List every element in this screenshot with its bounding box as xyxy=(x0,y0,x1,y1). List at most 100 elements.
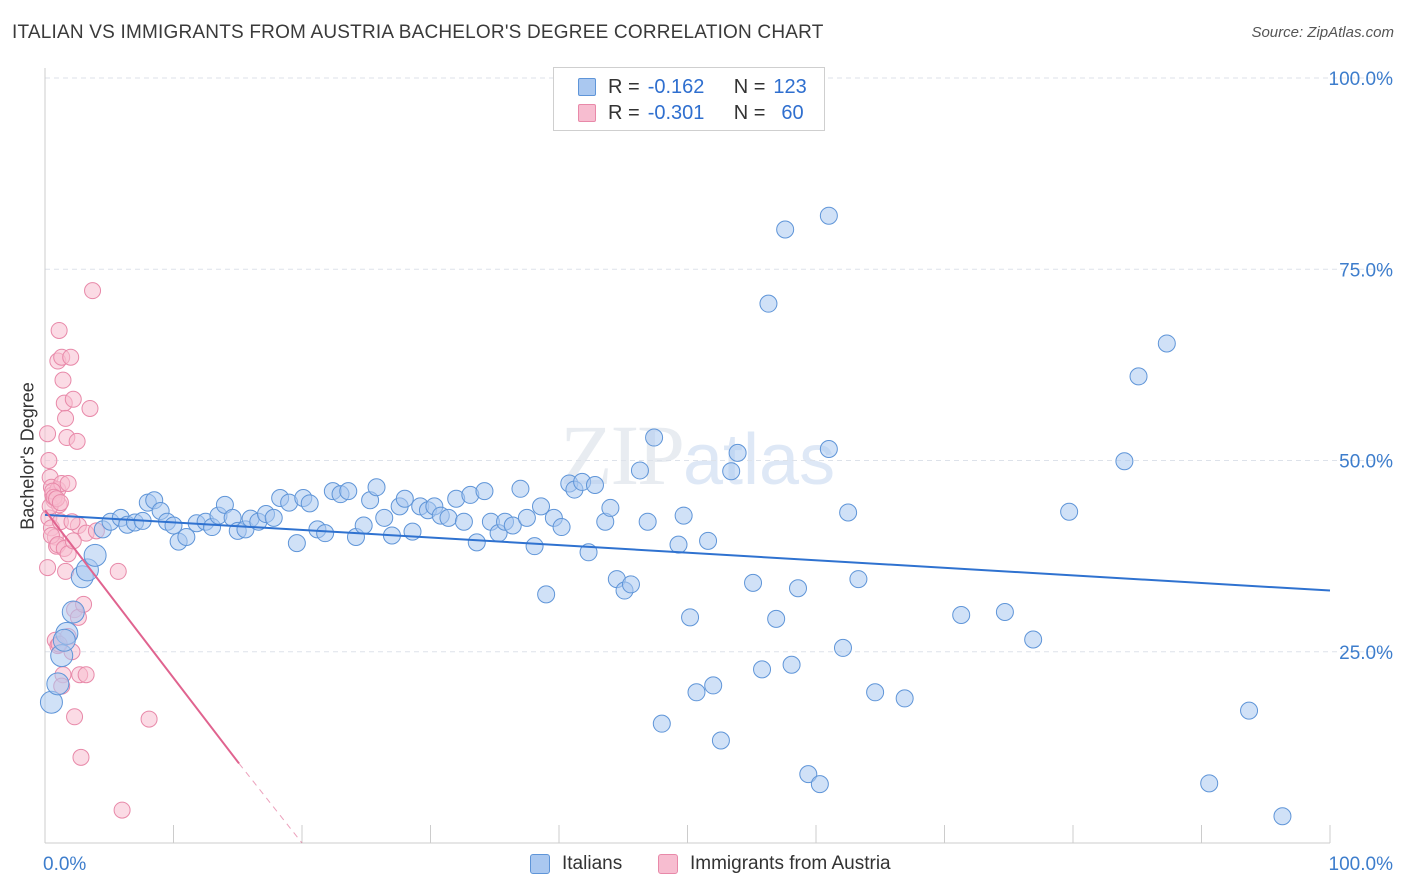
data-point-austria xyxy=(40,452,58,469)
y-tick-label: 25.0% xyxy=(1339,643,1393,664)
data-point-italians xyxy=(503,516,522,535)
x-tick-label: 100.0% xyxy=(1329,854,1394,875)
data-point-italians xyxy=(1129,367,1148,386)
data-point-italians xyxy=(532,497,551,516)
data-point-italians xyxy=(287,534,306,553)
data-point-italians xyxy=(1157,334,1176,353)
data-point-italians xyxy=(511,479,530,498)
bottom-legend-swatch-austria xyxy=(658,854,678,874)
legend-r-value: -0.301 xyxy=(647,101,705,124)
data-point-austria xyxy=(59,474,77,492)
correlation-legend: R = -0.162 N = 123 R = -0.301 N = 60 xyxy=(553,67,825,131)
data-point-italians xyxy=(467,533,486,552)
data-point-italians xyxy=(61,600,85,624)
data-point-italians xyxy=(454,512,473,531)
data-point-italians xyxy=(819,206,838,225)
data-point-italians xyxy=(552,518,571,537)
trendline-italians xyxy=(44,513,1331,592)
data-point-austria xyxy=(64,532,82,550)
data-point-italians xyxy=(1060,502,1079,521)
legend-row-italians: R = -0.162 N = 123 xyxy=(578,74,807,100)
data-point-italians xyxy=(728,443,747,462)
data-point-italians xyxy=(810,775,829,794)
data-point-austria xyxy=(39,425,57,443)
data-point-austria xyxy=(63,513,81,531)
legend-r-label: R = xyxy=(608,75,640,98)
data-point-italians xyxy=(264,508,283,527)
data-point-italians xyxy=(819,440,838,459)
data-point-italians xyxy=(759,294,778,313)
data-point-italians xyxy=(83,543,107,567)
bottom-legend-label-italians: Italians xyxy=(562,853,623,874)
legend-r-label: R = xyxy=(608,101,640,124)
data-point-austria xyxy=(54,371,72,389)
data-point-italians xyxy=(1024,630,1043,649)
data-point-italians xyxy=(952,606,971,625)
data-point-italians xyxy=(367,478,386,497)
data-point-italians xyxy=(687,683,706,702)
legend-r-value: -0.162 xyxy=(647,75,705,98)
legend-row-austria: R = -0.301 N = 60 xyxy=(578,100,804,126)
data-point-italians xyxy=(630,461,649,480)
data-point-italians xyxy=(895,689,914,708)
data-point-italians xyxy=(1240,701,1259,720)
data-point-italians xyxy=(354,516,373,535)
data-point-italians xyxy=(744,573,763,592)
data-point-italians xyxy=(525,537,544,556)
data-point-italians xyxy=(776,220,795,239)
trendline-austria xyxy=(44,509,240,765)
data-point-italians xyxy=(439,508,458,527)
data-point-italians xyxy=(601,498,620,517)
data-point-italians xyxy=(46,672,70,696)
data-point-italians xyxy=(1200,774,1219,793)
legend-n-label: N = xyxy=(733,75,766,98)
data-point-italians xyxy=(799,765,818,784)
y-tick-label: 75.0% xyxy=(1339,260,1393,281)
data-point-italians xyxy=(645,428,664,447)
bottom-legend-austria: Immigrants from Austria xyxy=(658,852,891,876)
data-point-italians xyxy=(722,462,741,481)
data-point-austria xyxy=(62,348,80,366)
data-point-italians xyxy=(681,608,700,627)
data-point-austria xyxy=(68,432,86,450)
data-point-austria xyxy=(77,666,95,684)
data-point-austria xyxy=(64,390,82,408)
y-tick-label: 50.0% xyxy=(1339,452,1393,473)
legend-n-value: 123 xyxy=(773,75,807,98)
data-point-italians xyxy=(339,482,358,501)
data-point-italians xyxy=(475,482,494,501)
data-point-italians xyxy=(585,475,604,494)
data-point-austria xyxy=(50,321,68,339)
data-point-italians xyxy=(1273,807,1292,826)
data-point-italians xyxy=(395,489,414,508)
data-point-italians xyxy=(300,494,319,513)
data-point-austria xyxy=(81,399,99,417)
data-point-italians xyxy=(517,508,536,527)
data-point-austria xyxy=(72,748,90,766)
data-point-austria xyxy=(109,562,127,580)
data-point-italians xyxy=(711,731,730,750)
data-point-austria xyxy=(113,801,131,819)
trendline-austria-extension xyxy=(238,763,303,844)
data-point-italians xyxy=(767,609,786,628)
data-point-italians xyxy=(833,638,852,657)
legend-n-value: 60 xyxy=(781,101,804,124)
data-point-italians xyxy=(621,575,640,594)
data-point-italians xyxy=(866,683,885,702)
source-credit: Source: ZipAtlas.com xyxy=(1251,24,1394,41)
bottom-legend-swatch-italians xyxy=(530,854,550,874)
data-point-italians xyxy=(177,528,196,546)
data-point-italians xyxy=(537,585,556,604)
data-point-italians xyxy=(699,531,718,550)
bottom-legend-label-austria: Immigrants from Austria xyxy=(690,853,891,874)
data-point-italians xyxy=(638,512,657,531)
legend-swatch-austria xyxy=(578,104,596,122)
data-point-italians xyxy=(1115,452,1134,471)
legend-swatch-italians xyxy=(578,78,596,96)
data-point-italians xyxy=(753,660,772,679)
data-point-italians xyxy=(849,570,868,589)
data-point-austria xyxy=(140,710,158,728)
chart-title: ITALIAN VS IMMIGRANTS FROM AUSTRIA BACHE… xyxy=(12,22,824,43)
data-point-italians xyxy=(789,579,808,598)
